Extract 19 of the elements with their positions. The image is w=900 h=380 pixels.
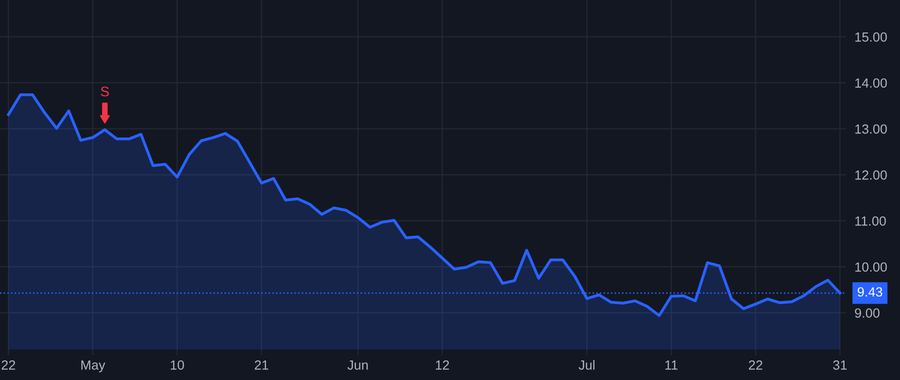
y-tick-label: 10.00 xyxy=(855,262,887,272)
y-tick-label: 12.00 xyxy=(855,170,887,180)
x-tick-label: 31 xyxy=(833,360,847,370)
x-tick-label: 10 xyxy=(170,360,184,370)
ref-line-label: 9.43 xyxy=(858,287,882,297)
x-tick-label: Jul xyxy=(578,360,594,370)
x-tick-label: Jun xyxy=(347,360,368,370)
x-tick-label: May xyxy=(81,360,106,372)
y-tick-label: 14.00 xyxy=(855,78,887,88)
y-tick-label: 15.00 xyxy=(855,32,887,42)
x-tick-label: 11 xyxy=(665,360,678,370)
annotation: S xyxy=(100,86,109,96)
x-tick-label: 12 xyxy=(436,360,449,370)
x-tick-label: 22 xyxy=(748,360,762,370)
y-tick-label: 9.00 xyxy=(854,308,880,318)
y-tick-label: 11.00 xyxy=(855,216,886,226)
x-tick-label: 21 xyxy=(254,360,268,370)
y-tick-label: 13.00 xyxy=(855,124,887,134)
x-tick-label: 22 xyxy=(2,360,16,370)
